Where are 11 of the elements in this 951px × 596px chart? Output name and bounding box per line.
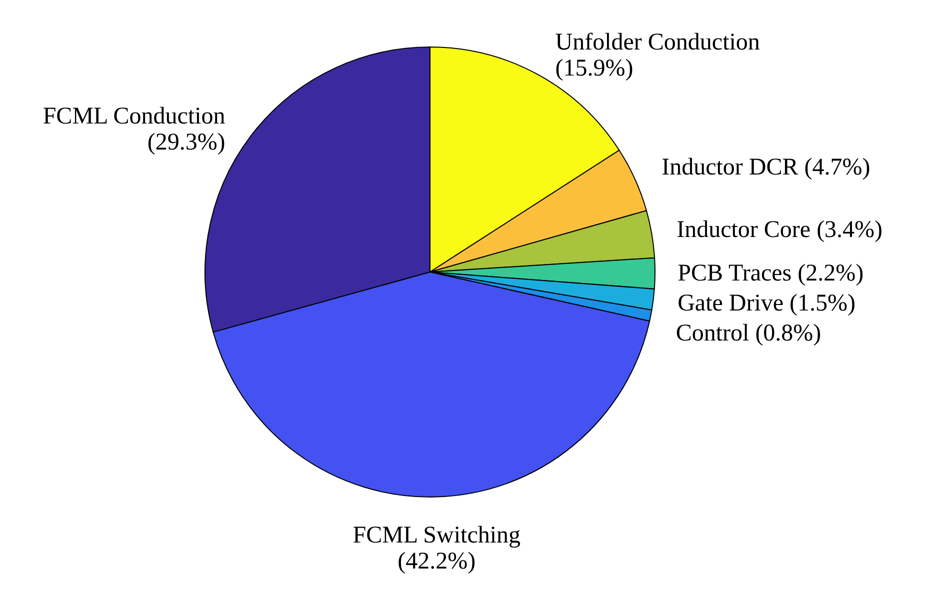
data-label: (29.3%) xyxy=(147,129,226,156)
slice-label: PCB Traces (2.2%) xyxy=(678,260,864,287)
data-label: (42.2%) xyxy=(398,548,476,574)
data-label: (15.9%) xyxy=(555,55,634,82)
slice-label: FCML Switching xyxy=(352,522,521,548)
slice-label: Inductor DCR (4.7%) xyxy=(662,154,870,180)
slice-label: Gate Drive (1.5%) xyxy=(678,290,856,317)
slice-label: Inductor Core (3.4%) xyxy=(676,216,883,243)
slice-label: FCML Conduction xyxy=(42,103,226,130)
slice-label: Unfolder Conduction xyxy=(555,29,760,56)
slice-label: Control (0.8%) xyxy=(676,320,822,347)
